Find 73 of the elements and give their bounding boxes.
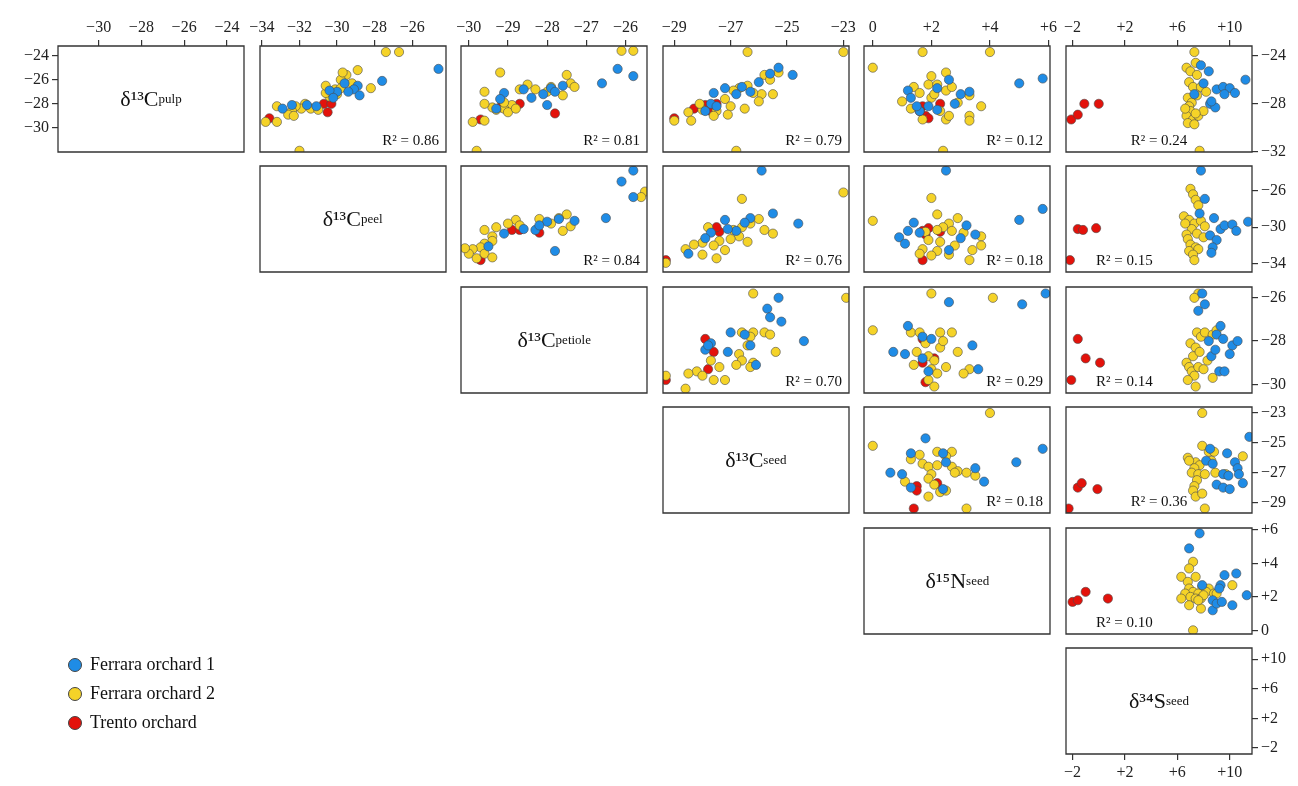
x-tick-label: +6: [1168, 17, 1186, 35]
y-tick-label: −34: [1261, 254, 1287, 272]
x-tick-label: −27: [717, 17, 743, 35]
x-tick-label: −28: [128, 17, 154, 35]
x-tick-label: −28: [534, 17, 560, 35]
annotation: R² = 0.18: [986, 252, 1044, 269]
legend-label: Ferrara orchard 1: [90, 654, 215, 675]
y-tick-label: −29: [1261, 492, 1287, 510]
y-tick-label: −30: [23, 118, 49, 136]
x-tick-label: +6: [1040, 17, 1058, 35]
legend-label: Ferrara orchard 2: [90, 683, 215, 704]
y-tick-label: +6: [1261, 678, 1279, 696]
x-tick-label: 0: [869, 17, 878, 35]
x-tick-label: −30: [324, 17, 350, 35]
y-tick-label: +2: [1261, 586, 1279, 604]
y-tick-label: +6: [1261, 519, 1279, 537]
x-tick-label: −30: [456, 17, 482, 35]
y-tick-label: −26: [1261, 287, 1287, 305]
annotation: R² = 0.70: [785, 372, 842, 389]
y-tick-label: −26: [1261, 181, 1287, 199]
x-tick-label: +2: [923, 17, 941, 35]
y-tick-label: −27: [1261, 463, 1287, 481]
x-tick-label: −32: [286, 17, 312, 35]
annotation: R² = 0.10: [1096, 613, 1153, 630]
x-tick-label: −26: [613, 17, 639, 35]
x-tick-label: −2: [1064, 17, 1082, 35]
x-tick-label: −30: [86, 17, 112, 35]
y-tick-label: +2: [1261, 708, 1279, 726]
x-tick-label: −34: [248, 17, 274, 35]
y-tick-label: −30: [1261, 374, 1287, 392]
y-tick-label: −25: [1261, 433, 1287, 451]
y-tick-label: −28: [23, 94, 49, 112]
x-tick-label: −25: [774, 17, 800, 35]
annotation: R² = 0.84: [583, 252, 641, 269]
y-tick-label: −24: [1261, 45, 1287, 63]
x-tick-label: −29: [495, 17, 521, 35]
annotation: R² = 0.29: [986, 372, 1044, 389]
x-tick-label: −26: [399, 17, 425, 35]
y-tick-label: −24: [23, 45, 49, 63]
x-tick-label: −2: [1064, 762, 1082, 780]
annotation: R² = 0.36: [1130, 493, 1188, 510]
x-tick-label: −29: [661, 17, 687, 35]
annotation: R² = 0.79: [785, 132, 842, 148]
x-tick-label: +4: [981, 17, 999, 35]
y-tick-label: −32: [1261, 142, 1287, 160]
x-tick-label: −28: [361, 17, 387, 35]
x-tick-label: +2: [1116, 762, 1134, 780]
y-tick-label: −2: [1261, 738, 1279, 756]
annotation: R² = 0.12: [986, 132, 1044, 148]
y-tick-label: +4: [1261, 553, 1279, 571]
y-tick-label: −28: [1261, 331, 1287, 349]
x-tick-label: −27: [573, 17, 600, 35]
annotation: R² = 0.86: [381, 132, 440, 148]
y-tick-label: −26: [23, 69, 49, 87]
x-tick-label: −24: [214, 17, 240, 35]
x-tick-label: +10: [1217, 17, 1243, 35]
annotation: R² = 0.15: [1096, 252, 1153, 269]
x-tick-label: +10: [1217, 762, 1243, 780]
y-tick-label: −30: [1261, 217, 1287, 235]
y-tick-label: −23: [1261, 403, 1287, 421]
annotation: R² = 0.18: [986, 493, 1044, 510]
x-tick-label: −26: [171, 17, 197, 35]
y-tick-label: +10: [1261, 649, 1287, 667]
annotation: R² = 0.24: [1130, 132, 1188, 148]
legend-label: Trento orchard: [90, 712, 197, 733]
annotation: R² = 0.76: [785, 252, 843, 269]
annotation: R² = 0.14: [1096, 372, 1154, 389]
x-tick-label: +2: [1116, 17, 1134, 35]
x-tick-label: +6: [1168, 762, 1186, 780]
annotation: R² = 0.81: [583, 132, 641, 148]
x-tick-label: −23: [830, 17, 856, 35]
y-tick-label: 0: [1261, 620, 1269, 638]
y-tick-label: −28: [1261, 94, 1287, 112]
